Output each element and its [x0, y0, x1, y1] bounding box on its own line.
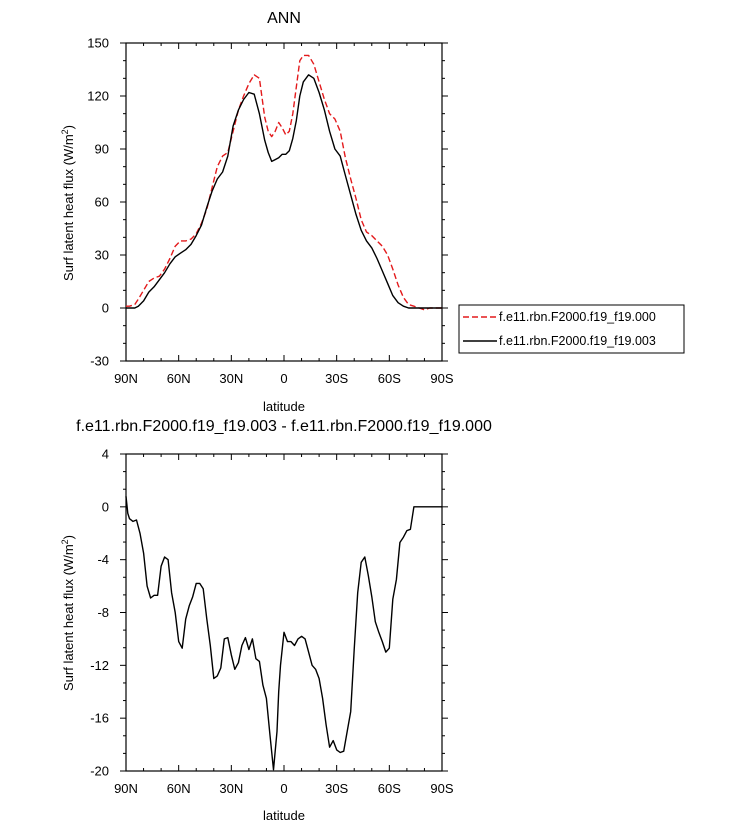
x-tick-label: 30S: [325, 371, 348, 386]
series-line-1: [126, 74, 442, 309]
legend-label-series-000: f.e11.rbn.F2000.f19_f19.000: [499, 310, 656, 324]
y-tick-label: 0: [102, 499, 109, 514]
y-tick-label: -20: [90, 764, 109, 779]
x-tick-label: 90S: [430, 781, 453, 796]
y-tick-label: -16: [90, 711, 109, 726]
series-line-0: [125, 496, 442, 771]
x-tick-label: 0: [280, 371, 287, 386]
panel-title: ANN: [267, 10, 301, 27]
x-tick-label: 60S: [378, 371, 401, 386]
y-axis-title-main: Surf latent heat flux (W/m: [61, 544, 76, 691]
x-tick-label: 0: [280, 781, 287, 796]
y-tick-label: -8: [97, 605, 109, 620]
y-axis-title-superscript: 2: [60, 539, 70, 544]
y-tick-label: 0: [102, 301, 109, 316]
y-axis-title-main: Surf latent heat flux (W/m: [61, 134, 76, 281]
x-tick-label: 30N: [219, 781, 243, 796]
y-axis-title: Surf latent heat flux (W/m2): [60, 535, 76, 691]
x-tick-label: 90N: [114, 781, 138, 796]
panel-title: f.e11.rbn.F2000.f19_f19.003 - f.e11.rbn.…: [76, 418, 492, 435]
x-axis-title: latitude: [263, 399, 305, 414]
x-axis-title: latitude: [263, 808, 305, 823]
plot-area: 90N 60N 30N 0 30S 60S 90S -30 0 30 60 90 120 150: [87, 36, 454, 387]
y-axis-title-superscript: 2: [60, 129, 70, 134]
x-tick-label: 30N: [219, 371, 243, 386]
series-line-0: [126, 54, 442, 311]
y-tick-label: 90: [95, 142, 109, 157]
x-tick-label: 60N: [167, 371, 191, 386]
x-tick-label: 90S: [430, 371, 453, 386]
y-axis-title-close: ): [61, 535, 76, 539]
y-axis-title-close: ): [61, 125, 76, 129]
y-tick-label: 60: [95, 195, 109, 210]
series-lines: [125, 496, 442, 771]
y-axis-title: Surf latent heat flux (W/m2): [60, 125, 76, 281]
legend-label-series-003: f.e11.rbn.F2000.f19_f19.003: [499, 334, 656, 348]
panel-annual-means: ANN 90N 60N 30N 0 30S 60S 90S-300306090120150 …: [60, 10, 685, 414]
y-tick-label: -4: [97, 552, 109, 567]
y-tick-label: -30: [90, 354, 109, 369]
x-tick-label: 60S: [378, 781, 401, 796]
x-tick-label: 60N: [167, 781, 191, 796]
y-tick-label: 4: [102, 447, 109, 462]
y-tick-label: 30: [95, 248, 109, 263]
x-tick-label: 90N: [114, 371, 138, 386]
x-tick-label: 30S: [325, 781, 348, 796]
plot-frame: [125, 42, 443, 362]
series-lines: [126, 54, 442, 311]
y-tick-label: 150: [87, 36, 109, 51]
y-tick-label: -12: [90, 658, 109, 673]
panel-difference: f.e11.rbn.F2000.f19_f19.003 - f.e11.rbn.…: [60, 418, 492, 823]
y-tick-label: 120: [87, 89, 109, 104]
plot-area: 90N 60N 30N 0 30S 60S 90S -20 -16 -12 -8 -4 0 4: [90, 447, 454, 797]
plot-frame: [125, 453, 443, 772]
legend: f.e11.rbn.F2000.f19_f19.000 f.e11.rbn.F2…: [458, 304, 685, 354]
